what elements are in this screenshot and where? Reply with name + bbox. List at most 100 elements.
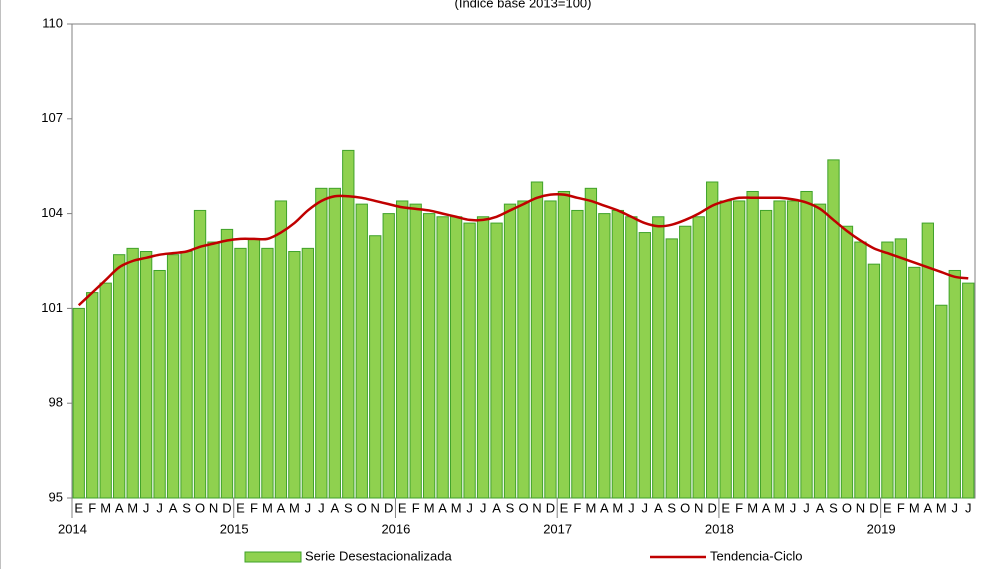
x-tick-label: J (965, 500, 972, 515)
x-tick-label: S (182, 500, 191, 515)
x-tick-label: D (384, 500, 393, 515)
x-tick-label: M (585, 500, 596, 515)
year-label: 2017 (543, 521, 572, 536)
year-label: 2014 (58, 521, 87, 536)
year-label: 2016 (381, 521, 410, 536)
x-tick-label: J (318, 500, 325, 515)
y-tick-label: 101 (41, 300, 63, 315)
bar (288, 251, 301, 499)
bar (315, 187, 328, 499)
bar (800, 190, 813, 499)
x-tick-label: J (466, 500, 473, 515)
bar (113, 254, 126, 499)
bar (746, 190, 759, 499)
bar (706, 181, 719, 499)
x-tick-label: M (424, 500, 435, 515)
x-tick-label: O (195, 500, 205, 515)
x-tick-label: O (357, 500, 367, 515)
x-tick-label: F (250, 500, 258, 515)
x-tick-label: E (74, 500, 83, 515)
bar (867, 263, 881, 499)
x-tick-label: D (869, 500, 878, 515)
x-tick-label: A (330, 500, 339, 515)
bar (921, 222, 934, 499)
bar (962, 282, 975, 499)
bar (274, 200, 288, 499)
legend-label: Tendencia-Ciclo (710, 548, 803, 563)
x-tick-label: A (438, 500, 447, 515)
x-tick-label: A (923, 500, 932, 515)
bar (166, 254, 180, 499)
x-tick-label: N (694, 500, 703, 515)
bar (638, 232, 651, 499)
trend-line (77, 192, 969, 307)
bar (827, 159, 840, 499)
bar (234, 247, 247, 499)
y-tick-label: 95 (49, 489, 63, 504)
y-tick-label: 110 (42, 15, 63, 30)
x-tick-label: F (412, 500, 420, 515)
x-tick-label: N (209, 500, 218, 515)
x-tick-label: M (100, 500, 111, 515)
bar (786, 200, 800, 499)
x-tick-label: A (169, 500, 178, 515)
bar (503, 203, 517, 499)
bar (463, 222, 476, 499)
bar (86, 292, 99, 499)
x-tick-label: J (156, 500, 163, 515)
x-tick-label: O (518, 500, 528, 515)
bar (544, 200, 557, 499)
bar (409, 203, 422, 499)
bar (153, 269, 166, 499)
bar (813, 203, 827, 499)
bar (422, 213, 436, 499)
x-tick-label: M (774, 500, 785, 515)
bar (517, 200, 530, 499)
bar (719, 200, 732, 499)
x-tick-label: S (506, 500, 515, 515)
x-tick-label: M (451, 500, 462, 515)
bar (530, 181, 544, 499)
x-tick-label: D (707, 500, 716, 515)
x-tick-label: N (532, 500, 541, 515)
bar (193, 209, 207, 499)
x-tick-label: N (856, 500, 865, 515)
bar (369, 235, 382, 499)
bar (436, 216, 449, 499)
bar (692, 216, 705, 499)
bar (935, 304, 948, 499)
x-tick-label: A (762, 500, 771, 515)
x-tick-label: S (829, 500, 838, 515)
x-tick-label: F (897, 500, 905, 515)
x-tick-label: A (115, 500, 124, 515)
x-tick-label: M (612, 500, 623, 515)
bar (948, 269, 961, 499)
bar (449, 216, 463, 499)
x-tick-label: S (344, 500, 353, 515)
bar (840, 225, 854, 499)
bar (180, 251, 193, 499)
bar (99, 282, 112, 499)
y-tick-label: 98 (49, 395, 63, 410)
x-tick-label: F (735, 500, 743, 515)
x-tick-label: M (936, 500, 947, 515)
y-tick-label: 104 (41, 205, 63, 220)
x-tick-label: A (654, 500, 663, 515)
x-tick-label: O (680, 500, 690, 515)
bar (355, 203, 368, 499)
x-tick-label: J (952, 500, 959, 515)
x-tick-label: J (642, 500, 649, 515)
x-tick-label: J (790, 500, 797, 515)
x-tick-label: F (88, 500, 96, 515)
bar (328, 187, 341, 499)
x-tick-label: M (909, 500, 920, 515)
x-tick-label: J (480, 500, 487, 515)
bar (126, 247, 139, 499)
bar (652, 216, 665, 499)
bar (261, 247, 274, 499)
bar (759, 209, 773, 499)
x-tick-label: J (803, 500, 810, 515)
x-tick-label: N (371, 500, 380, 515)
bar (247, 238, 261, 499)
